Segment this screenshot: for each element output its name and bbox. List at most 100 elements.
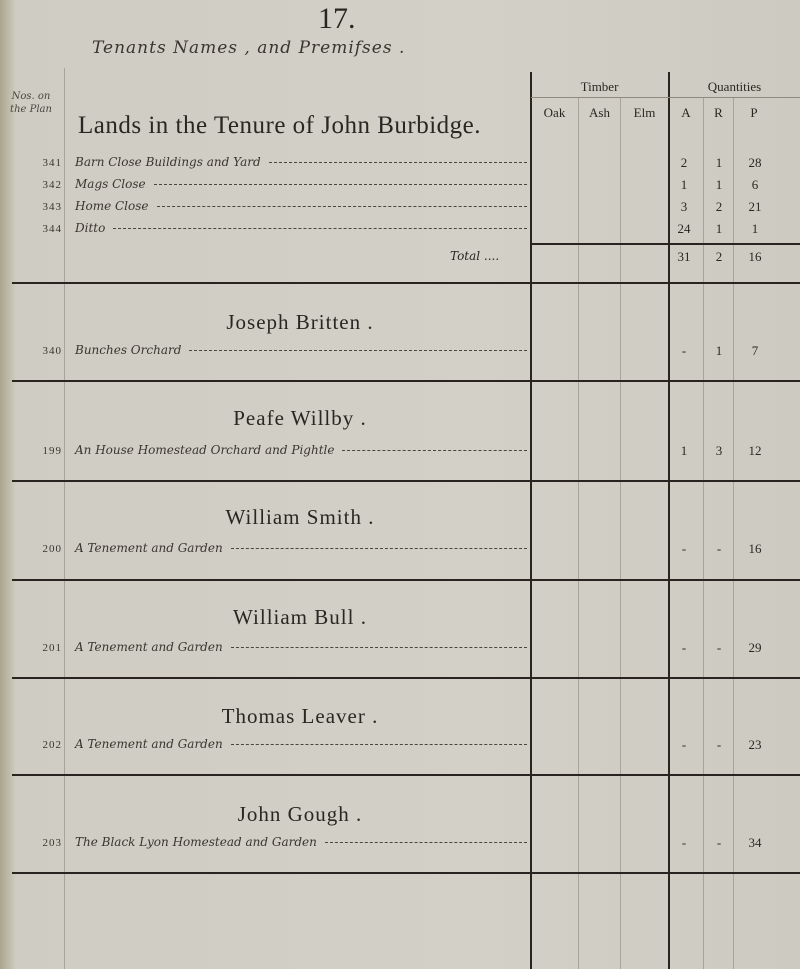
quantity-p: 23 [748,737,762,752]
premises-entry: Barn Close Buildings and Yard [75,155,527,169]
dotted-leader [156,205,527,207]
page-subtitle: Tenants Names , and Premifses . [92,38,406,58]
section-rule [12,480,800,482]
quantity-p: 7 [751,343,759,358]
quantity-r: 1 [715,221,723,236]
quantity-a: - [681,343,687,358]
plan-number-header: Nos. on the Plan [10,91,52,115]
quantity-a: - [681,737,687,752]
tenant-name: John Gough . [237,802,363,826]
section-rule [12,677,800,679]
tenant-name: William Bull . [233,605,367,629]
dotted-leader [268,161,527,163]
total-label: Total .... [450,249,500,263]
quantity-a: - [681,835,687,850]
dotted-leader [230,646,527,648]
premises-entry: Ditto [75,221,527,235]
header-rule [531,97,800,98]
plan-number: 201 [42,642,62,654]
timber-header: Timber [580,79,619,94]
total-p: 16 [748,249,762,264]
premises-text: A Tenement and Garden [75,541,223,555]
quantity-a: 3 [680,199,688,214]
plan-number: 203 [42,837,62,849]
premises-text: Home Close [75,199,149,213]
quantity-p: 12 [748,443,762,458]
column-rule [530,72,532,969]
premises-text: The Black Lyon Homestead and Garden [75,835,317,849]
oak-header: Oak [543,105,566,120]
premises-entry: An House Homestead Orchard and Pightle [75,443,527,457]
quantity-p: 29 [748,640,762,655]
quantity-p: 34 [748,835,762,850]
ash-header: Ash [589,105,610,120]
premises-entry: Home Close [75,199,527,213]
premises-entry: A Tenement and Garden [75,541,527,555]
section-rule [12,872,800,874]
dotted-leader [324,841,527,843]
elm-header: Elm [633,105,656,120]
margin-rule [64,68,65,969]
premises-entry: The Black Lyon Homestead and Garden [75,835,527,849]
quantity-p: 6 [751,177,759,192]
quantity-a: 1 [680,443,688,458]
premises-text: Bunches Orchard [75,343,182,357]
premises-entry: Bunches Orchard [75,343,527,357]
premises-text: An House Homestead Orchard and Pightle [75,443,335,457]
total-a: 31 [677,249,691,264]
quantity-r: 2 [715,199,723,214]
section-rule [12,282,800,284]
quantity-r: - [716,737,722,752]
section-rule [12,774,800,776]
tenant-name: William Smith . [225,505,375,529]
column-rule [733,97,734,969]
plan-number: 344 [42,223,62,235]
plan-number: 202 [42,739,62,751]
premises-text: Barn Close Buildings and Yard [75,155,261,169]
dotted-leader [230,547,527,549]
premises-text: Mags Close [75,177,146,191]
column-rule [703,97,704,969]
quantity-a: 2 [680,155,688,170]
column-rule [578,97,579,969]
tenant-name: Joseph Britten . [226,310,374,334]
quantity-a: - [681,640,687,655]
section-rule [12,380,800,382]
total-r: 2 [715,249,723,264]
tenant-name: Lands in the Tenure of John Burbidge. [78,112,482,139]
dotted-leader [230,743,527,745]
premises-entry: A Tenement and Garden [75,640,527,654]
quantity-r: 3 [715,443,723,458]
plan-number: 200 [42,543,62,555]
premises-text: Ditto [75,221,106,235]
premises-entry: Mags Close [75,177,527,191]
quantities-header: Quantities [707,79,762,94]
plan-number: 343 [42,201,62,213]
quantity-r: - [716,541,722,556]
quantity-p: 21 [748,199,762,214]
quantity-r: - [716,640,722,655]
dotted-leader [113,227,527,229]
roods-header: R [714,105,723,120]
page-number: 17. [318,2,356,35]
plan-number: 342 [42,179,62,191]
perches-header: P [750,105,758,120]
plan-number: 199 [42,445,62,457]
quantity-p: 28 [748,155,762,170]
dotted-leader [342,449,527,451]
premises-text: A Tenement and Garden [75,737,223,751]
plan-number: 340 [42,345,62,357]
premises-entry: A Tenement and Garden [75,737,527,751]
column-rule [620,97,621,969]
quantity-r: 1 [715,343,723,358]
quantity-p: 16 [748,541,762,556]
tenant-name: Thomas Leaver . [221,704,379,728]
dotted-leader [153,183,527,185]
tenant-name: Peafe Willby . [233,406,367,430]
column-rule [668,72,670,969]
acres-header: A [681,105,691,120]
quantity-r: 1 [715,155,723,170]
section-rule [12,579,800,581]
quantity-a: 24 [677,221,691,236]
quantity-a: 1 [680,177,688,192]
